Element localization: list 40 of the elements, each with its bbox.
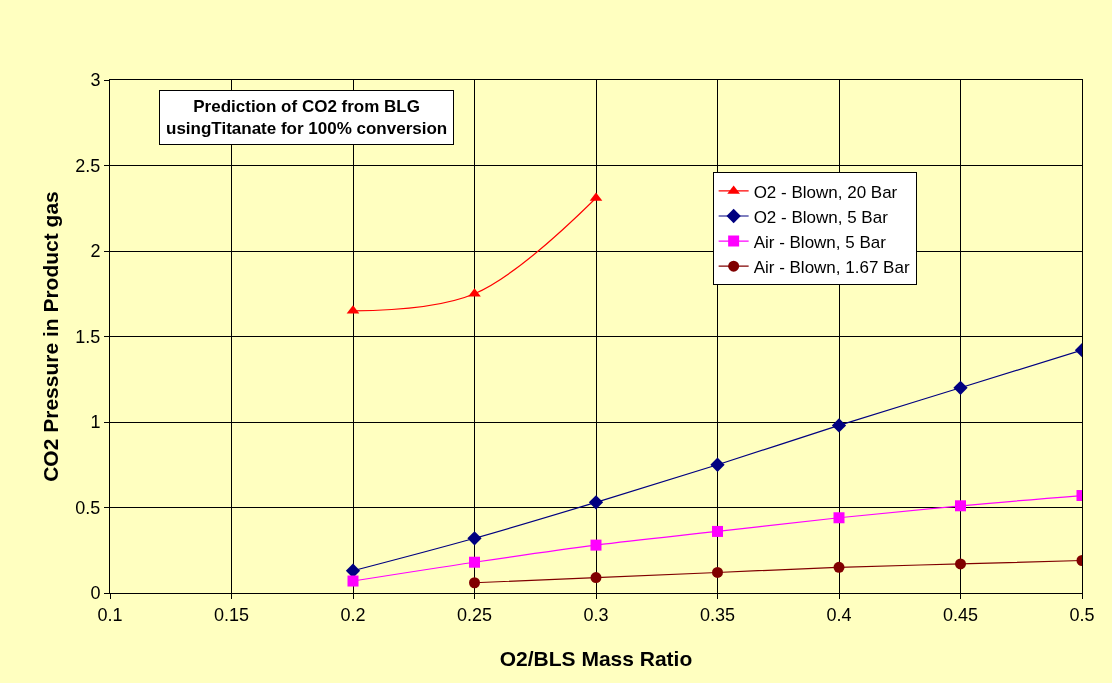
x-tick-label: 0.2 (340, 604, 366, 625)
x-tick-label: 0.4 (826, 604, 852, 625)
y-tick-label: 3 (90, 70, 101, 91)
x-tick-label: 0.45 (942, 604, 979, 625)
point (345, 563, 361, 578)
legend-label: O2 - Blown, 5 Bar (753, 207, 889, 227)
y-tick-label: 1.5 (75, 326, 101, 347)
legend-label: Air - Blown, 1.67 Bar (753, 257, 910, 277)
point (469, 577, 480, 589)
x-tick-label: 0.5 (1069, 604, 1095, 625)
x-tick-label: 0.35 (699, 604, 736, 625)
x-tick-label: 0.1 (97, 604, 123, 625)
x-tick-label: 0.15 (213, 604, 250, 625)
point (588, 495, 604, 510)
point (347, 575, 359, 587)
point (833, 512, 845, 524)
point (467, 531, 482, 546)
y-tick-label: 0 (90, 583, 101, 604)
x-tick-label: 0.3 (583, 604, 609, 625)
point (712, 566, 723, 578)
point (953, 380, 968, 395)
point (712, 525, 723, 537)
point (833, 561, 845, 573)
y-tick-label: 1 (90, 412, 101, 433)
x-axis-title: O2/BLS Mass Ratio (499, 647, 693, 670)
y-axis-title: CO2 Pressure in Product gas (39, 191, 62, 482)
point (469, 556, 480, 568)
legend-label: Air - Blown, 5 Bar (753, 232, 887, 252)
point (590, 572, 602, 584)
point (590, 539, 602, 551)
y-tick-label: 2 (90, 241, 101, 262)
y-tick-label: 2.5 (75, 155, 101, 176)
point (955, 500, 966, 512)
x-tick-label: 0.25 (456, 604, 493, 625)
point (710, 457, 725, 472)
y-tick-label: 0.5 (75, 497, 101, 518)
legend-label: O2 - Blown, 20 Bar (753, 182, 898, 202)
annotation: Prediction of CO2 from BLG usingTitanate for 100% conversion (166, 97, 448, 139)
point (955, 558, 966, 570)
point (831, 418, 847, 433)
